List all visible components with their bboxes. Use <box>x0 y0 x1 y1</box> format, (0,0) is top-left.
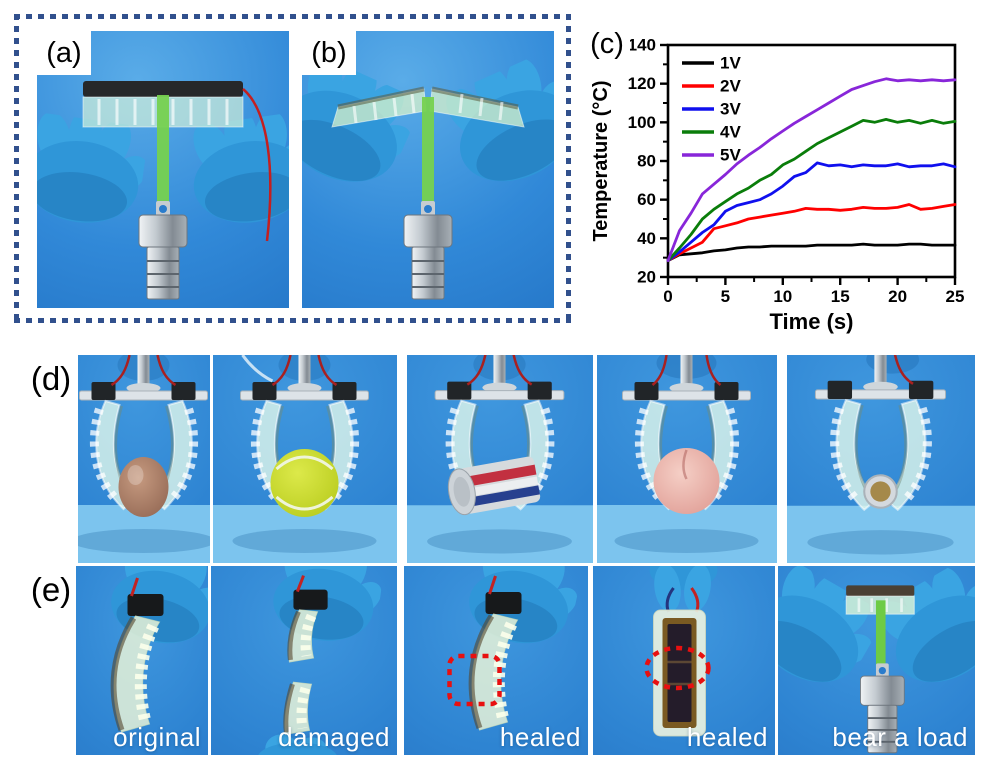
panel-label-e-text: (e) <box>30 571 72 608</box>
photo-gripper-egg <box>78 355 210 563</box>
panel-label-a-text: (a) <box>46 36 82 69</box>
clamp-image <box>485 575 522 614</box>
actuator-top-fragment <box>287 609 319 663</box>
shadow <box>807 530 954 555</box>
panel-label-b-text: (b) <box>311 36 347 69</box>
panel-label-d: (d) <box>26 356 76 402</box>
clamp-image <box>127 577 164 616</box>
panel-label-a: (a) <box>37 31 91 75</box>
shadow <box>427 529 572 554</box>
caption-bear-a-load: bear a load <box>832 722 968 752</box>
temperature-time-chart: 20 40 60 80 100 120 140 0 5 10 15 20 25 Time (s) Tempe… <box>590 16 981 336</box>
photo-gripper-tennis-ball <box>213 355 397 563</box>
legend-label-1V: 1V <box>720 54 741 73</box>
y-tick-label: 60 <box>637 190 656 209</box>
panel-label-e: (e) <box>26 567 76 613</box>
x-tick-label: 20 <box>888 287 907 306</box>
x-axis-title: Time (s) <box>770 309 854 334</box>
x-tick-label: 10 <box>773 287 792 306</box>
caption-original: original <box>113 722 201 752</box>
chart-svg: 20 40 60 80 100 120 140 0 5 10 15 20 25 Time (s) Tempe… <box>590 36 965 335</box>
photo-actuator-damaged: damaged <box>211 566 397 755</box>
gripper-mount-image <box>434 355 565 401</box>
panel-label-d-text: (d) <box>30 360 72 397</box>
x-tick-label: 5 <box>721 287 730 306</box>
glove-icon <box>268 566 386 649</box>
photo-actuator-healed-front: healed <box>593 566 775 755</box>
table-surface <box>597 505 777 563</box>
egg-highlight <box>127 465 144 485</box>
healed-strip-image <box>653 609 706 737</box>
y-tick-label: 100 <box>628 113 656 132</box>
series-5V <box>666 77 957 263</box>
curved-finger-image <box>468 613 519 731</box>
egg-image <box>118 457 169 517</box>
series-1V <box>666 242 957 263</box>
y-axis-title: Temperature (°C) <box>590 81 612 242</box>
shadow <box>232 529 377 553</box>
photo-actuator-healed-side: healed <box>404 566 588 755</box>
legend-label-4V: 4V <box>720 123 741 142</box>
photo-actuator-bent-load <box>302 31 554 308</box>
legend-label-2V: 2V <box>720 77 741 96</box>
y-tick-label: 20 <box>637 268 656 287</box>
dotted-border-left <box>14 14 19 323</box>
shadow <box>614 529 759 553</box>
photo-actuator-straight-load <box>37 31 289 308</box>
legend-label-3V: 3V <box>720 100 741 119</box>
coin-image <box>863 474 898 509</box>
soda-can-image <box>447 456 541 516</box>
dotted-border-top <box>14 14 571 19</box>
curved-finger-image <box>110 615 161 733</box>
peach-image <box>653 448 720 514</box>
photo-gripper-can <box>407 355 593 563</box>
panel-label-c: (c) <box>584 26 630 62</box>
caption-healed-front: healed <box>686 722 768 752</box>
table-surface <box>787 505 975 563</box>
series-2V <box>666 203 957 263</box>
clamp-image <box>293 575 328 610</box>
gripper-mount-image <box>622 355 751 401</box>
photo-gripper-peach <box>597 355 777 563</box>
healed-region-annotation <box>644 645 711 691</box>
x-tick-label: 15 <box>831 287 850 306</box>
red-wire-image <box>242 88 272 242</box>
table-surface <box>407 505 593 563</box>
green-strap-image <box>875 600 886 667</box>
y-tick-label: 80 <box>637 152 656 171</box>
caption-damaged: damaged <box>278 722 390 752</box>
lower-glove-icon <box>258 734 337 755</box>
shadow <box>78 529 210 553</box>
photo-gripper-coin <box>787 355 975 563</box>
tennis-ball-image <box>270 449 339 517</box>
steel-weight-image <box>403 201 453 300</box>
soft-actuator-bent-image <box>331 86 525 128</box>
gripper-mount-image <box>240 355 369 401</box>
photo-actuator-original: original <box>76 566 208 755</box>
gripper-mount-image <box>814 355 947 400</box>
gripper-mount-image <box>79 355 208 401</box>
panel-label-b: (b) <box>302 31 356 75</box>
y-tick-label: 140 <box>628 36 656 55</box>
y-tick-label: 40 <box>637 229 656 248</box>
steel-weight-image <box>138 201 188 300</box>
green-strap-image <box>157 95 169 205</box>
caption-healed-side: healed <box>499 722 581 752</box>
green-strap-image <box>422 97 434 205</box>
series-3V <box>666 161 957 263</box>
series-4V <box>666 118 957 263</box>
y-tick-label: 120 <box>628 74 656 93</box>
x-tick-label: 0 <box>663 287 672 306</box>
dotted-border-right <box>566 14 571 323</box>
x-tick-label: 25 <box>946 287 965 306</box>
photo-healed-bearing-load: bear a load <box>778 566 975 755</box>
actuator-bottom-fragment <box>283 681 313 735</box>
panel-label-c-text: (c) <box>590 27 624 60</box>
dotted-border-bottom <box>14 318 571 323</box>
healed-region-annotation <box>447 653 502 707</box>
legend-label-5V: 5V <box>720 146 741 165</box>
glove-icon <box>649 566 718 612</box>
